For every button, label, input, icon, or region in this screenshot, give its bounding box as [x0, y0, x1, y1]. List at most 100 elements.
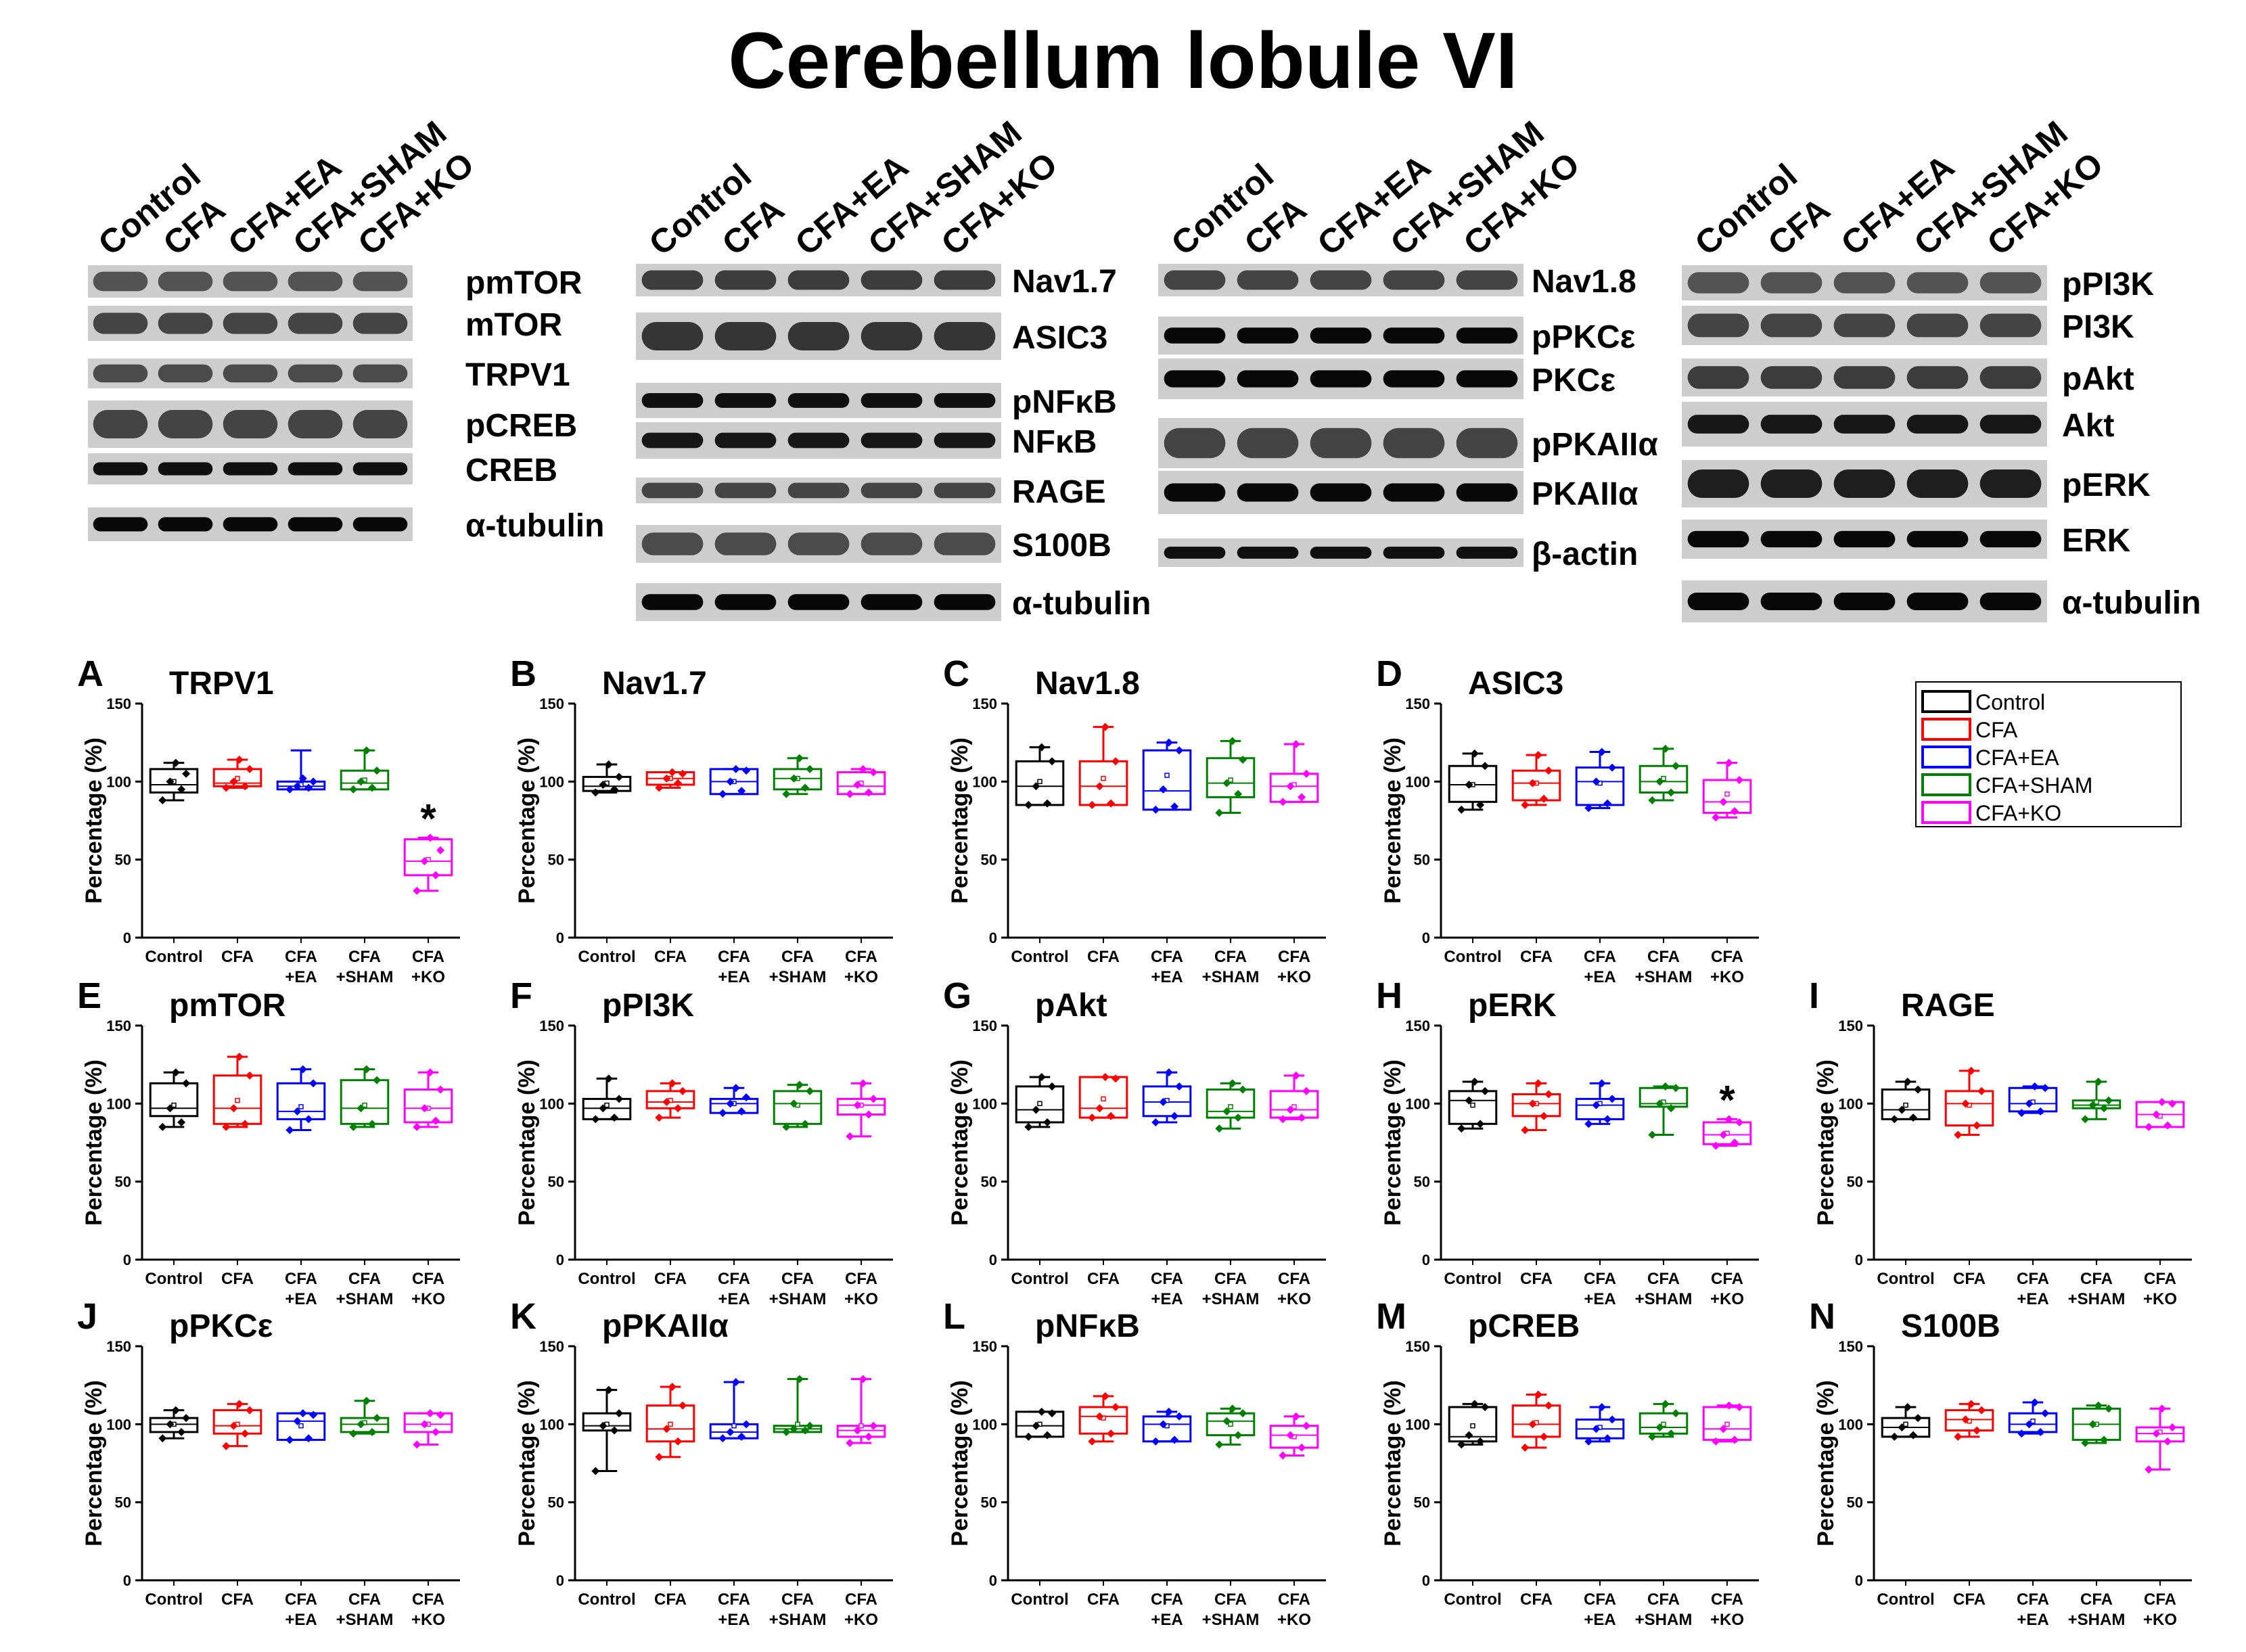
data-point — [2152, 1110, 2161, 1119]
data-point — [246, 1406, 254, 1415]
x-tick-label: CFA — [781, 1270, 814, 1288]
box-iqr — [2008, 1412, 2058, 1433]
blot-band — [352, 313, 408, 334]
data-point — [668, 1079, 677, 1088]
x-tick-label: CFA — [221, 1270, 254, 1288]
data-point — [2030, 1398, 2039, 1407]
y-tick-label: 0 — [1855, 1252, 1863, 1268]
panel-letter: D — [1376, 653, 1402, 694]
data-point — [1175, 746, 1184, 755]
y-tick-label: 150 — [1838, 1338, 1863, 1355]
data-point — [1215, 808, 1224, 817]
data-point — [1291, 1071, 1300, 1080]
data-point — [1222, 1417, 1231, 1425]
data-point — [1712, 1437, 1720, 1446]
data-point — [806, 764, 815, 773]
blot-band — [1310, 270, 1372, 290]
x-tick-label: +EA — [285, 968, 317, 986]
blot-band-row-tubulin: α-tubulin — [1682, 580, 2201, 622]
data-point — [1672, 1409, 1680, 1418]
mean-marker — [1101, 1096, 1106, 1102]
blot-band — [641, 482, 704, 499]
blot-band — [1383, 428, 1445, 459]
blot-band — [1383, 327, 1445, 344]
blot-label-pkaii: PKAIIα — [1532, 476, 1638, 512]
x-tick-label: CFA — [412, 1270, 444, 1288]
x-tick-label: +SHAM — [1635, 968, 1693, 986]
blot-label-trpv1: TRPV1 — [465, 357, 570, 393]
data-point — [604, 1385, 613, 1394]
y-tick-label: 150 — [1838, 1017, 1863, 1034]
x-tick-label: +KO — [1277, 1611, 1311, 1629]
data-point — [1164, 1407, 1173, 1416]
data-point — [1735, 1402, 1744, 1411]
data-point — [1667, 1104, 1676, 1113]
blot-label-akt: Akt — [2062, 408, 2114, 444]
blot-label-ppkaii: pPKAIIα — [1532, 427, 1658, 463]
box-cfa-ea — [1575, 748, 1625, 812]
data-point — [1286, 1431, 1295, 1440]
blot-band — [223, 517, 278, 532]
data-point — [1898, 1423, 1906, 1431]
blot-band — [714, 322, 777, 350]
box-control — [1448, 1400, 1498, 1449]
data-point — [1967, 1400, 1975, 1408]
box-cfa-sham — [2071, 1078, 2122, 1124]
blot-band — [288, 364, 343, 383]
panel-letter: A — [77, 653, 104, 694]
x-tick-label: CFA — [654, 1270, 687, 1288]
box-cfa-sham — [340, 1065, 390, 1131]
data-point — [182, 769, 191, 778]
x-tick-label: CFA — [1278, 1590, 1310, 1609]
data-point — [2105, 1404, 2113, 1413]
x-tick-label: CFA — [718, 948, 750, 966]
data-point — [182, 1414, 191, 1423]
y-tick-label: 0 — [556, 930, 564, 946]
box-cfa-ko — [2135, 1098, 2185, 1131]
box-control — [1448, 1078, 1498, 1133]
data-point — [2036, 1107, 2045, 1116]
x-tick-label: +EA — [1584, 968, 1615, 986]
box-control — [149, 1068, 199, 1131]
blot-label-rage: RAGE — [1012, 474, 1106, 510]
x-tick-label: CFA — [1711, 1270, 1743, 1288]
box-control — [149, 1406, 199, 1443]
blot-label-pkc: PKCε — [1532, 363, 1615, 398]
box-cfa-ea — [1142, 738, 1192, 814]
data-point — [1961, 1415, 1970, 1424]
data-point — [1597, 1402, 1606, 1411]
panel-letter: K — [510, 1296, 536, 1337]
data-point — [1909, 1114, 1918, 1122]
blot-band — [158, 364, 213, 383]
mean-marker — [362, 1102, 367, 1108]
box-cfa-ko — [836, 764, 886, 798]
data-point — [1228, 737, 1237, 745]
x-tick-label: CFA — [1520, 1590, 1553, 1609]
data-point — [801, 1426, 810, 1435]
box-cfa-ko — [403, 833, 453, 895]
x-tick-label: +KO — [1277, 968, 1311, 986]
blot-band — [1310, 483, 1372, 502]
x-tick-label: +KO — [1710, 1611, 1744, 1629]
blot-label-ppi3k: pPI3K — [2062, 267, 2154, 302]
data-point — [655, 783, 664, 792]
blot-band — [641, 393, 704, 408]
data-point — [1032, 1105, 1040, 1114]
x-tick-label: +KO — [844, 1611, 878, 1629]
blot-band — [93, 517, 148, 532]
western-blots: ControlCFACFA+EACFA+SHAMCFA+KOpmTORmTORT… — [88, 114, 2201, 622]
data-point — [1095, 1104, 1104, 1113]
blot-band — [1906, 272, 1969, 294]
chart-n-s100b: N S100B 0 50 100 150 Percentage (%) Control CFA C… — [1809, 1296, 2192, 1629]
data-point — [782, 1427, 791, 1436]
blot-band — [934, 322, 996, 350]
blot-band — [1833, 415, 1896, 434]
blot-band-row-ppkc: pPKCε — [1158, 317, 1636, 355]
blot-band — [1760, 592, 1823, 611]
blot-band — [1687, 366, 1749, 389]
data-point — [604, 760, 613, 768]
blot-band — [1833, 272, 1896, 294]
y-tick-label: 150 — [539, 1338, 564, 1355]
data-point — [2157, 1404, 2166, 1413]
